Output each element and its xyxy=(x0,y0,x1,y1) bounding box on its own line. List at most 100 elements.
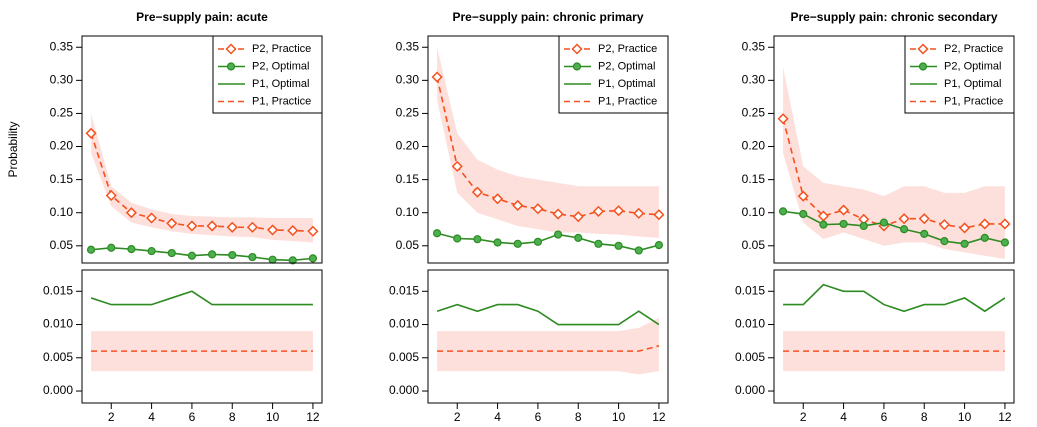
point-marker xyxy=(634,246,643,255)
y-tick-label: 0.05 xyxy=(396,238,420,252)
point-marker xyxy=(86,245,96,254)
point-marker xyxy=(248,252,257,262)
x-tick-label: 4 xyxy=(494,410,501,424)
point-marker xyxy=(999,218,1011,230)
point-marker xyxy=(898,213,910,225)
point-marker xyxy=(817,210,829,222)
legend-marker xyxy=(918,62,928,71)
point-marker xyxy=(918,213,930,225)
series-line xyxy=(436,232,660,252)
y-tick-label: 0.20 xyxy=(396,139,420,153)
x-tick-label: 2 xyxy=(454,410,461,424)
point-marker xyxy=(777,113,789,125)
plot-frame xyxy=(427,35,669,264)
y-tick-label: 0.10 xyxy=(742,205,766,219)
legend-box xyxy=(212,35,323,114)
y-tick-label: 0.20 xyxy=(50,139,74,153)
point-marker xyxy=(125,207,137,219)
y-tick-label: 0.015 xyxy=(735,283,765,297)
point-marker xyxy=(940,237,949,246)
x-tick-label: 2 xyxy=(800,410,807,424)
chart-title: Pre−supply pain: chronic secondary xyxy=(790,10,997,24)
x-tick-label: 6 xyxy=(881,410,888,424)
chart-title: Pre−supply pain: acute xyxy=(136,10,268,24)
y-tick-label: 0.30 xyxy=(742,73,766,87)
x-tick-label: 4 xyxy=(148,410,155,424)
y-tick-label: 0.30 xyxy=(50,73,74,87)
series-line xyxy=(782,118,1005,229)
plot-frame xyxy=(81,269,323,404)
x-tick-label: 12 xyxy=(998,410,1012,424)
point-marker xyxy=(207,250,217,259)
x-tick-label: 10 xyxy=(958,410,972,424)
point-marker xyxy=(633,207,645,219)
point-marker xyxy=(187,251,197,260)
y-tick-label: 0.05 xyxy=(742,238,766,252)
y-tick-label: 0.35 xyxy=(50,39,74,53)
y-tick-label: 0.25 xyxy=(396,106,420,120)
point-marker xyxy=(512,199,524,211)
y-tick-label: 0.10 xyxy=(50,205,74,219)
point-marker xyxy=(493,238,502,247)
chart-title: Pre−supply pain: chronic primary xyxy=(452,10,643,24)
point-marker xyxy=(1000,238,1010,247)
point-marker xyxy=(960,239,969,248)
y-tick-label: 0.35 xyxy=(742,39,766,53)
legend-label: P1, Optimal xyxy=(944,78,1001,90)
point-marker xyxy=(594,239,603,248)
x-tick-label: 10 xyxy=(612,410,626,424)
legend-label: P2, Practice xyxy=(598,43,657,55)
y-tick-label: 0.010 xyxy=(43,317,73,331)
legend-label: P1, Optimal xyxy=(252,78,309,90)
point-marker xyxy=(246,221,258,233)
point-marker xyxy=(288,256,297,265)
plot-frame xyxy=(773,269,1015,404)
y-tick-label: 0.10 xyxy=(396,205,420,219)
point-marker xyxy=(654,241,664,250)
point-marker xyxy=(167,248,176,258)
point-marker xyxy=(613,205,625,217)
legend-label: P2, Optimal xyxy=(252,60,309,72)
point-marker xyxy=(146,212,158,224)
y-tick-label: 0.05 xyxy=(50,238,74,252)
point-marker xyxy=(453,234,462,243)
point-marker xyxy=(432,229,442,238)
point-marker xyxy=(308,254,318,263)
legend-label: P2, Optimal xyxy=(598,60,655,72)
point-marker xyxy=(553,230,563,239)
point-marker xyxy=(959,222,971,234)
point-marker xyxy=(307,225,319,237)
x-tick-label: 6 xyxy=(189,410,196,424)
point-marker xyxy=(431,71,443,83)
series-line xyxy=(90,246,314,262)
point-marker xyxy=(513,239,522,248)
x-tick-label: 12 xyxy=(652,410,666,424)
point-marker xyxy=(979,218,991,230)
point-marker xyxy=(85,127,97,139)
legend-marker xyxy=(917,43,929,55)
y-axis-label: Probability xyxy=(6,121,20,177)
point-marker xyxy=(206,220,218,232)
legend-label: P1, Practice xyxy=(944,95,1003,107)
y-tick-label: 0.15 xyxy=(742,172,766,186)
series-line xyxy=(783,283,1006,313)
point-marker xyxy=(268,255,277,264)
y-tick-label: 0.015 xyxy=(43,283,73,297)
point-marker xyxy=(859,221,868,231)
point-marker xyxy=(451,160,463,172)
point-marker xyxy=(287,225,299,237)
series-line xyxy=(90,290,313,306)
y-tick-label: 0.000 xyxy=(735,383,765,397)
point-marker xyxy=(980,233,989,242)
legend-marker xyxy=(572,62,582,71)
x-tick-label: 8 xyxy=(575,410,582,424)
point-marker xyxy=(799,209,808,219)
legend-marker xyxy=(571,43,583,55)
y-tick-label: 0.30 xyxy=(396,73,420,87)
point-marker xyxy=(471,186,483,198)
y-tick-label: 0.20 xyxy=(742,139,766,153)
point-marker xyxy=(492,193,504,205)
y-tick-label: 0.000 xyxy=(389,383,419,397)
plot-frame xyxy=(81,35,323,264)
